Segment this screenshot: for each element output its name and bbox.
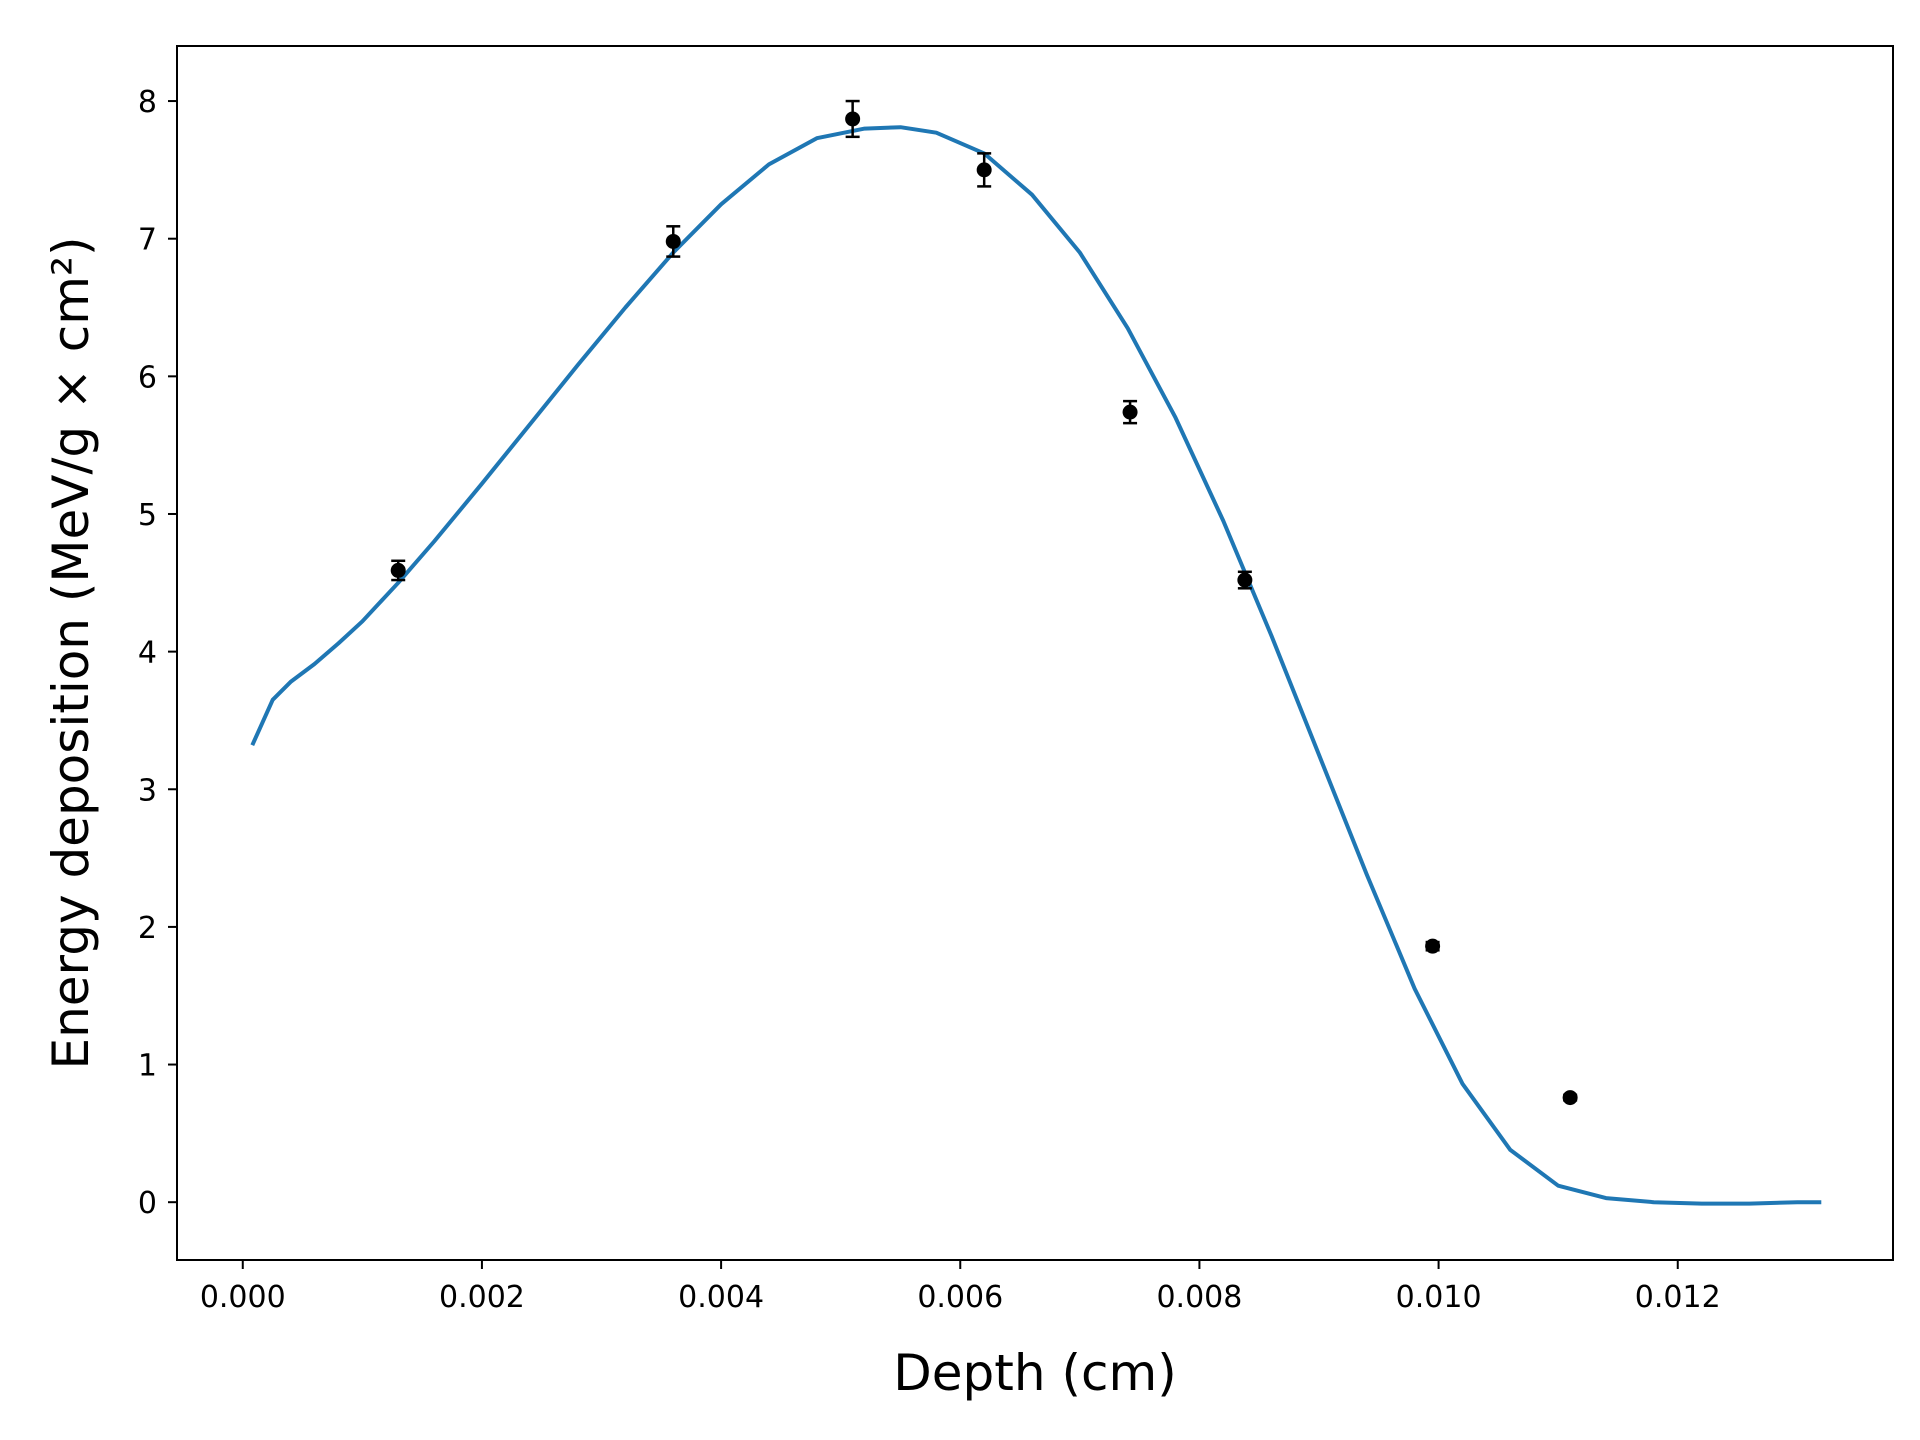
data-point — [1425, 938, 1441, 954]
x-tick-label: 0.008 — [1156, 1280, 1242, 1315]
x-axis-label: Depth (cm) — [893, 1344, 1176, 1402]
y-tick-label: 1 — [138, 1049, 157, 1084]
x-tick-label: 0.012 — [1635, 1280, 1721, 1315]
data-point — [390, 562, 406, 578]
x-tick-label: 0.004 — [678, 1280, 764, 1315]
x-tick-label: 0.010 — [1396, 1280, 1482, 1315]
x-tick-label: 0.006 — [917, 1280, 1003, 1315]
x-tick-label: 0.000 — [200, 1280, 286, 1315]
y-tick-label: 2 — [138, 911, 157, 946]
x-tick-label: 0.002 — [439, 1280, 525, 1315]
y-tick-label: 3 — [138, 773, 157, 808]
y-tick-label: 8 — [138, 85, 157, 120]
y-tick-label: 0 — [138, 1186, 157, 1221]
y-tick-label: 5 — [138, 498, 157, 533]
y-axis: 0 1 2 3 4 5 6 7 8 — [138, 85, 177, 1221]
y-tick-label: 4 — [138, 636, 157, 671]
data-point — [665, 233, 681, 249]
y-tick-label: 7 — [138, 223, 157, 258]
data-point — [1237, 572, 1253, 588]
plot-area — [250, 99, 1822, 1206]
data-point — [845, 111, 861, 127]
data-point — [1122, 404, 1138, 420]
data-point — [1562, 1090, 1578, 1106]
data-point — [976, 162, 992, 178]
y-tick-label: 6 — [138, 360, 157, 395]
model-curve-line — [250, 125, 1822, 1206]
x-axis: 0.000 0.002 0.004 0.006 0.008 0.010 0.012 — [200, 1260, 1721, 1315]
axes-frame — [176, 45, 1894, 1261]
y-axis-label: Energy deposition (MeV/g × cm²) — [42, 236, 100, 1069]
